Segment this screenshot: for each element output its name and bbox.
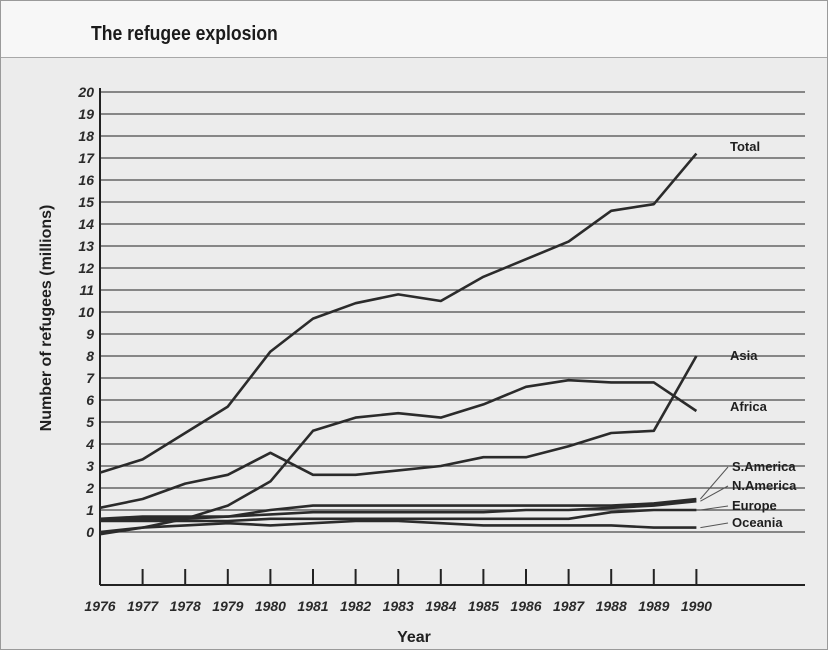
title-band: The refugee explosion xyxy=(1,1,827,58)
x-tick-label: 1982 xyxy=(340,598,371,614)
y-tick-label: 1 xyxy=(86,502,94,518)
series-line-africa xyxy=(99,378,698,536)
series-label-total: Total xyxy=(730,139,760,154)
series-label-africa: Africa xyxy=(730,399,768,414)
y-tick-label: 16 xyxy=(78,172,94,188)
x-tick-label: 1985 xyxy=(468,598,499,614)
y-tick-label: 19 xyxy=(78,106,94,122)
x-tick-label: 1981 xyxy=(297,598,328,614)
y-tick-label: 6 xyxy=(86,392,94,408)
y-tick-label: 0 xyxy=(86,524,94,540)
series-line-s-america xyxy=(100,497,697,521)
y-tick-label: 9 xyxy=(86,326,94,342)
series-label-europe: Europe xyxy=(732,498,777,513)
series-line-asia xyxy=(99,355,698,510)
series-line-total xyxy=(99,152,698,474)
y-tick-label: 8 xyxy=(86,348,94,364)
chart-title: The refugee explosion xyxy=(91,23,278,45)
series-line-oceania xyxy=(99,519,697,534)
x-axis-title: Year xyxy=(397,629,431,646)
x-tick-label: 1978 xyxy=(170,598,201,614)
y-tick-label: 10 xyxy=(78,304,94,320)
y-tick-label: 12 xyxy=(78,260,94,276)
leader-line-n-america xyxy=(700,485,729,502)
x-tick-label: 1979 xyxy=(212,598,243,614)
leader-line-s-america xyxy=(700,466,729,500)
x-tick-label: 1989 xyxy=(638,598,669,614)
y-tick-label: 5 xyxy=(86,414,94,430)
x-tick-label: 1977 xyxy=(127,598,159,614)
x-tick-label: 1990 xyxy=(681,598,712,614)
leader-line-oceania xyxy=(700,522,729,529)
x-tick-label: 1987 xyxy=(553,598,585,614)
y-tick-label: 18 xyxy=(78,128,94,144)
y-tick-label: 20 xyxy=(77,84,94,100)
y-tick-label: 4 xyxy=(85,436,94,452)
x-tick-label: 1988 xyxy=(596,598,627,614)
y-tick-label: 3 xyxy=(86,458,94,474)
y-tick-label: 7 xyxy=(86,370,95,386)
x-tick-label: 1976 xyxy=(84,598,115,614)
y-tick-label: 11 xyxy=(79,282,94,298)
grid-layer xyxy=(100,88,805,533)
series-label-oceania: Oceania xyxy=(732,515,783,530)
y-tick-label: 17 xyxy=(78,150,95,166)
y-tick-label: 13 xyxy=(78,238,94,254)
y-tick-label: 2 xyxy=(85,480,94,496)
series-line-europe xyxy=(100,508,697,523)
x-tick-label: 1984 xyxy=(425,598,456,614)
x-tick-label: 1986 xyxy=(510,598,541,614)
y-tick-label: 15 xyxy=(78,194,94,210)
plot-area xyxy=(100,88,805,532)
y-tick-label: 14 xyxy=(78,216,94,232)
x-tick-label: 1980 xyxy=(255,598,286,614)
series-layer xyxy=(99,152,698,536)
x-tick-label: 1983 xyxy=(383,598,414,614)
axis-layer xyxy=(99,88,805,586)
series-label-s-america: S.America xyxy=(732,459,796,474)
series-line-n-america xyxy=(99,499,697,521)
series-label-asia: Asia xyxy=(730,348,758,363)
y-axis-title: Number of refugees (millions) xyxy=(38,205,55,432)
leader-line-europe xyxy=(700,505,729,511)
series-label-n-america: N.America xyxy=(732,478,797,493)
